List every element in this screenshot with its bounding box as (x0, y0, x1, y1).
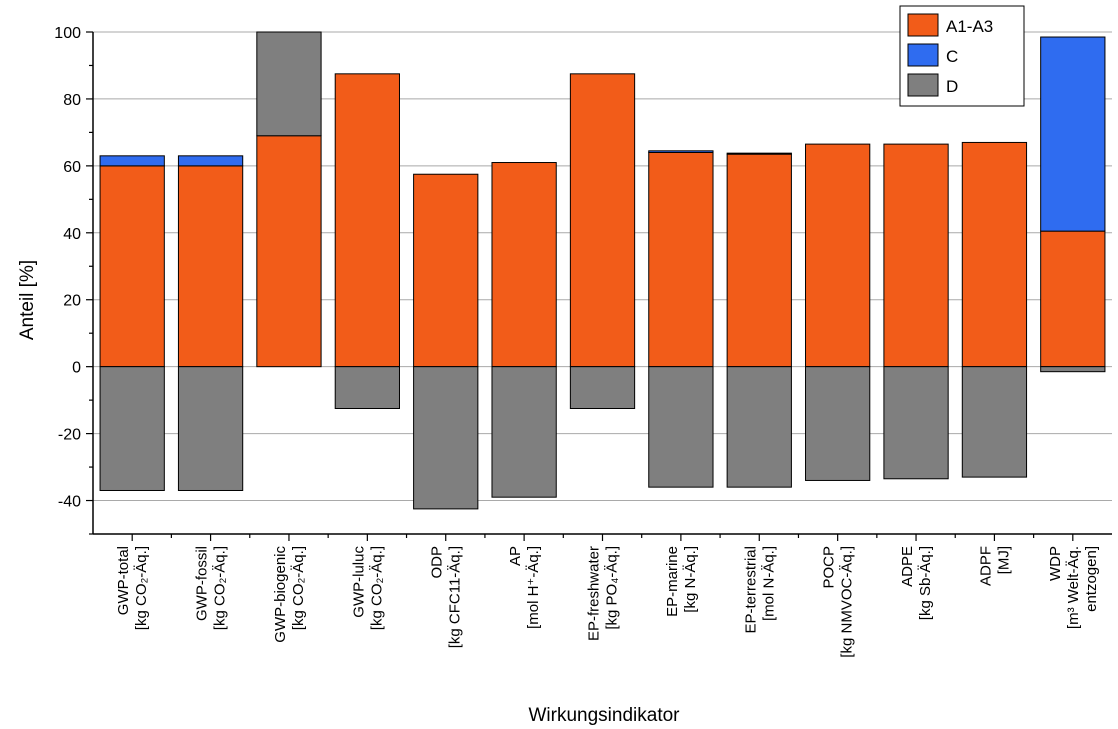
legend-label: A1-A3 (946, 17, 993, 36)
category-label: GWP-fossil (194, 546, 211, 621)
category-label: AP (507, 546, 524, 566)
category-label-group: EP-marine [kg N-Äq.] (664, 546, 699, 617)
legend-swatch (907, 43, 939, 67)
bar-c-ep-marine (648, 150, 714, 153)
category-label: EP-terrestrial (742, 546, 759, 634)
category-label-group: AP [mol H⁺-Äq.] (507, 546, 542, 629)
y-tick-label: -40 (58, 494, 81, 511)
category-label-group: POCP [kg NMVOC-Äq.] (821, 546, 856, 658)
bar-a1-a3-gwp-luluc (334, 73, 400, 368)
bar-d-odp (413, 366, 479, 510)
y-tick-label: 60 (63, 159, 81, 176)
category-label-group: ODP [kg CFC11-Äq.] (429, 546, 464, 648)
y-tick-label: 80 (63, 92, 81, 109)
bar-d-gwp-luluc (334, 366, 400, 409)
category-label-group: EP-terrestrial [mol N-Äq.] (742, 546, 777, 634)
category-label: POCP (821, 546, 838, 589)
bar-a1-a3-ep-marine (648, 151, 714, 368)
bar-a1-a3-pocp (805, 143, 871, 368)
category-unit-label: [mol H⁺-Äq.] (525, 546, 542, 629)
bar-d-gwp-biogenic (256, 31, 322, 137)
category-unit-label: [kg CO₂-Äq.] (290, 546, 307, 630)
category-label: EP-freshwater (586, 546, 603, 641)
bar-d-adpf (961, 366, 1028, 478)
bar-a1-a3-gwp-biogenic (256, 135, 322, 368)
category-unit-label: [m³ Welt-Äq. (1065, 546, 1082, 629)
category-label-group: GWP-fossil [kg CO₂-Äq.] (194, 546, 229, 630)
category-unit-label: [kg CFC11-Äq.] (447, 546, 464, 648)
legend-label: C (946, 47, 958, 66)
y-axis-title: Anteil [%] (17, 260, 38, 340)
y-tick-label: 100 (54, 25, 81, 42)
legend-swatch (907, 13, 939, 37)
y-tick-label: 20 (63, 293, 81, 310)
bar-a1-a3-adpe (883, 143, 949, 368)
category-label: GWP-luluc (350, 546, 367, 618)
y-tick-labels: -40 -20 0 20 40 60 80 100 (54, 25, 81, 511)
category-label: EP-marine (664, 546, 681, 617)
legend-label: D (946, 77, 958, 96)
category-unit-label: [kg CO₂-Äq.] (212, 546, 229, 630)
y-tick-label: -20 (58, 427, 81, 444)
bar-d-adpe (883, 366, 949, 480)
axes (86, 31, 1112, 541)
bar-d-ep-terrestrial (726, 366, 792, 488)
bar-a1-a3-wdp (1040, 230, 1106, 368)
category-unit-label: [kg NMVOC-Äq.] (839, 546, 856, 658)
bar-d-ap (491, 366, 557, 498)
bar-a1-a3-ep-freshwater (569, 73, 636, 368)
bars (99, 31, 1106, 510)
legend: A1-A3 CD (899, 5, 1025, 107)
bar-c-gwp-fossil (177, 155, 244, 167)
y-tick-label: 0 (72, 360, 81, 377)
x-category-labels: GWP-total [kg CO₂-Äq.] GWP-fossil [kg CO₂-Ä… (115, 546, 1100, 658)
bar-a1-a3-ep-terrestrial (726, 153, 792, 368)
bar-a1-a3-gwp-fossil (177, 165, 244, 368)
category-label-group: ADPF [MJ] (977, 546, 1012, 586)
category-unit-label: [MJ] (995, 546, 1012, 574)
category-label: GWP-total (115, 546, 132, 615)
category-label-group: GWP-biogenic [kg CO₂-Äq.] (272, 546, 307, 643)
category-label: WDP (1047, 546, 1064, 581)
category-label-group: GWP-total [kg CO₂-Äq.] (115, 546, 150, 630)
legend-swatch (907, 73, 939, 97)
y-tick-label: 40 (63, 226, 81, 243)
bar-d-gwp-total (99, 366, 165, 491)
category-unit-label: [kg N-Äq.] (682, 546, 699, 613)
category-unit-label: [mol N-Äq.] (760, 546, 777, 621)
category-label: ODP (429, 546, 446, 579)
bar-d-pocp (805, 366, 871, 481)
category-label-group: ADPE [kg Sb-Äq.] (899, 546, 934, 620)
category-unit-label: [kg CO₂-Äq.] (368, 546, 385, 630)
bar-d-wdp (1040, 366, 1106, 373)
category-label: GWP-biogenic (272, 546, 289, 643)
bar-d-ep-freshwater (569, 366, 636, 409)
category-label-group: WDP [m³ Welt-Äq. entzogen] (1047, 546, 1100, 629)
bar-d-gwp-fossil (177, 366, 244, 491)
category-label: ADPE (899, 546, 916, 587)
bar-d-ep-marine (648, 366, 714, 488)
category-unit-label: [kg CO₂-Äq.] (133, 546, 150, 630)
category-unit-label: [kg Sb-Äq.] (917, 546, 934, 620)
category-label-group: GWP-luluc [kg CO₂-Äq.] (350, 546, 385, 631)
bar-a1-a3-adpf (961, 141, 1028, 368)
category-label-group: EP-freshwater [kg PO₄-Äq.] (586, 546, 621, 641)
category-unit-label: entzogen] (1083, 546, 1100, 612)
category-unit-label: [kg PO₄-Äq.] (604, 546, 621, 630)
bar-c-wdp (1040, 36, 1106, 232)
bar-a1-a3-ap (491, 162, 557, 368)
bar-a1-a3-gwp-total (99, 165, 165, 368)
bar-c-gwp-total (99, 155, 165, 167)
bar-c-ep-terrestrial (726, 152, 792, 155)
x-axis-title: Wirkungsindikator (529, 705, 681, 726)
bar-a1-a3-odp (413, 173, 479, 368)
category-label: ADPF (977, 546, 994, 586)
